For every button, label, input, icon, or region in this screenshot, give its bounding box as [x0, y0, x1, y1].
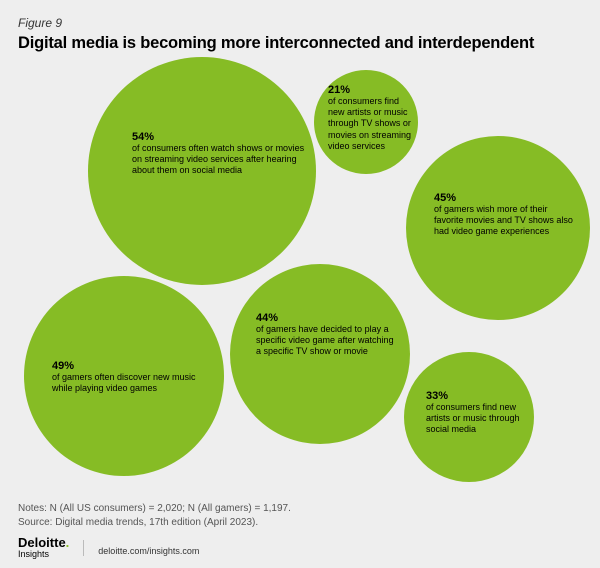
bubble-b3: 45%of gamers wish more of their favorite…	[406, 136, 590, 320]
bubble-b5: 44%of gamers have decided to play a spec…	[230, 264, 410, 444]
figure-footer: Notes: N (All US consumers) = 2,020; N (…	[18, 502, 582, 558]
bubble-desc: of consumers often watch shows or movies…	[132, 143, 316, 177]
bubble-pct: 44%	[256, 312, 278, 324]
brand-row: Deloitte. Insights deloitte.com/insights…	[18, 537, 582, 558]
bubble-desc: of gamers wish more of their favorite mo…	[434, 204, 574, 238]
bubble-pct: 21%	[328, 84, 350, 96]
bubble-chart: 54%of consumers often watch shows or mov…	[18, 60, 582, 488]
figure-container: Figure 9 Digital media is becoming more …	[0, 0, 600, 568]
bubble-pct: 49%	[52, 360, 74, 372]
bubble-b2: 21%of consumers find new artists or musi…	[314, 70, 418, 174]
bubble-desc: of consumers find new artists or music t…	[426, 402, 526, 436]
brand-subline: Insights	[18, 550, 69, 558]
figure-number: Figure 9	[18, 16, 582, 30]
notes-source: Source: Digital media trends, 17th editi…	[18, 517, 258, 528]
figure-title: Digital media is becoming more interconn…	[18, 34, 582, 54]
brand-dot-icon: .	[66, 535, 70, 550]
notes-sample: Notes: N (All US consumers) = 2,020; N (…	[18, 503, 291, 514]
bubble-b4: 49%of gamers often discover new music wh…	[24, 276, 224, 476]
bubble-pct: 33%	[426, 390, 448, 402]
bubble-pct: 54%	[132, 131, 154, 143]
brand-logo: Deloitte. Insights	[18, 537, 69, 558]
bubble-desc: of consumers find new artists or music t…	[328, 96, 418, 152]
bubble-desc: of gamers have decided to play a specifi…	[256, 324, 394, 358]
brand-name: Deloitte	[18, 535, 66, 550]
bubble-pct: 45%	[434, 192, 456, 204]
bubble-b1: 54%of consumers often watch shows or mov…	[88, 57, 316, 285]
figure-notes: Notes: N (All US consumers) = 2,020; N (…	[18, 502, 582, 529]
bubble-desc: of gamers often discover new music while…	[52, 372, 202, 395]
brand-divider	[83, 540, 84, 556]
bubble-b6: 33%of consumers find new artists or musi…	[404, 352, 534, 482]
brand-url: deloitte.com/insights.com	[98, 546, 199, 558]
